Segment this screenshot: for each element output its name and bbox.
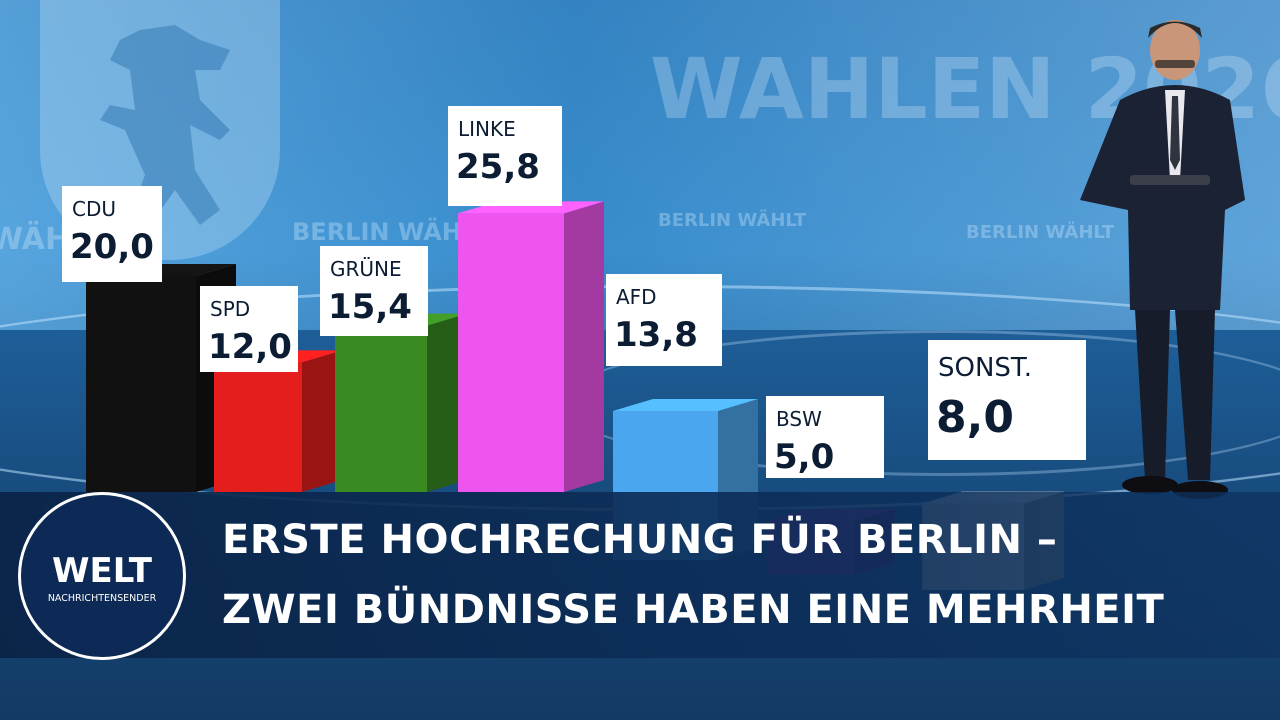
bar-front	[214, 362, 302, 492]
label-card: SPD 12,0	[200, 286, 298, 372]
bar-front	[86, 276, 196, 492]
value-label: 15,4	[328, 287, 412, 327]
category-label: GRÜNE	[330, 257, 402, 281]
bar-side	[427, 313, 467, 492]
bar-front	[458, 213, 564, 493]
bar-side	[564, 201, 604, 493]
label-card-bg	[766, 396, 884, 478]
value-label: 25,8	[456, 147, 540, 187]
bar-front	[335, 325, 427, 492]
wall-subtitle-1: BERLIN WÄHLT	[292, 218, 490, 246]
value-label: 8,0	[936, 392, 1014, 443]
label-card: SONST. 8,0	[928, 340, 1086, 460]
value-label: 5,0	[774, 437, 834, 477]
value-label: 12,0	[208, 327, 292, 367]
label-card-bg	[320, 246, 428, 336]
bar-grüne	[335, 313, 467, 492]
category-label: SONST.	[938, 353, 1032, 383]
label-card-bg	[606, 274, 722, 366]
label-card-bg	[448, 106, 562, 206]
label-card: BSW 5,0	[766, 396, 884, 478]
lower-third-banner	[0, 492, 1280, 658]
category-label: CDU	[72, 197, 116, 221]
headline-line-2: ZWEI BÜNDNISSE HABEN EINE MEHRHEIT	[222, 587, 1165, 633]
bar-side	[302, 350, 342, 492]
presenter-figure	[1080, 20, 1245, 499]
label-card: CDU 20,0	[62, 186, 162, 282]
label-card-bg	[200, 286, 298, 372]
welt-logo: WELT NACHRICHTENSENDER	[18, 492, 186, 660]
label-card: GRÜNE 15,4	[320, 246, 428, 336]
bar-linke	[458, 201, 604, 493]
label-card: AFD 13,8	[606, 274, 722, 366]
headline-line-1: ERSTE HOCHRECHUNG FÜR BERLIN –	[222, 517, 1058, 563]
value-label: 13,8	[614, 315, 698, 355]
berlin-bear-icon	[100, 25, 230, 225]
bar-top	[613, 398, 758, 411]
category-label: AFD	[616, 285, 657, 309]
label-card-bg	[62, 186, 162, 282]
welt-logo-sub: NACHRICHTENSENDER	[47, 593, 157, 604]
wall-subtitle-3: BERLIN WÄHLT	[966, 222, 1115, 243]
category-label: LINKE	[458, 117, 516, 141]
value-label: 20,0	[70, 227, 154, 267]
label-card-bg	[928, 340, 1086, 460]
label-card: LINKE 25,8	[448, 106, 562, 206]
category-label: BSW	[776, 407, 822, 431]
wall-subtitle-2: BERLIN WÄHLT	[658, 210, 807, 231]
welt-logo-name: WELT	[52, 551, 152, 591]
category-label: SPD	[210, 297, 250, 321]
